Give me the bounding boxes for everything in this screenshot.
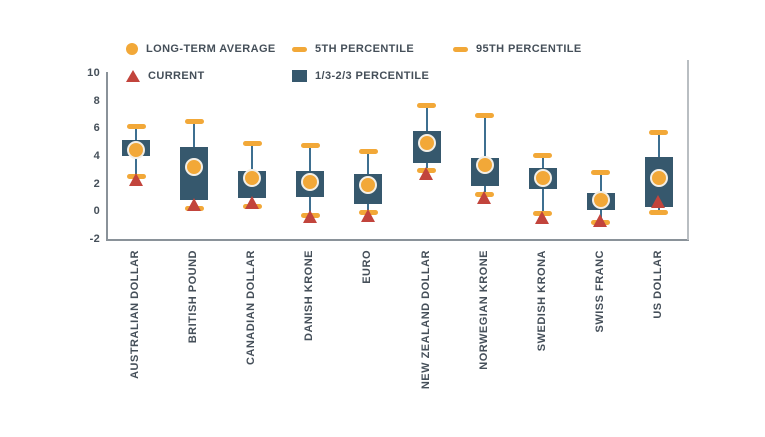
p95-dash <box>242 140 262 146</box>
p95-dash <box>533 153 553 159</box>
average-dot <box>591 190 610 209</box>
current-triangle <box>651 194 666 208</box>
category-label: AUSTRALIAN DOLLAR <box>129 250 142 379</box>
average-dot <box>475 156 494 175</box>
5th-percentile-icon <box>292 46 307 52</box>
legend-label: 95TH PERCENTILE <box>476 43 582 55</box>
whisker-line <box>483 115 486 195</box>
legend-item-third-percentile-band: 1/3-2/3 PERCENTILE <box>292 69 429 83</box>
legend-item-95th-percentile: 95TH PERCENTILE <box>453 42 582 56</box>
y-axis-line <box>106 72 108 240</box>
95th-percentile-icon <box>453 46 468 52</box>
category-label: BRITISH POUND <box>187 250 200 344</box>
current-triangle <box>593 214 608 228</box>
y-tick-label: -2 <box>89 233 100 245</box>
p95-dash <box>358 148 378 154</box>
current-triangle <box>302 209 317 223</box>
current-triangle <box>360 208 375 222</box>
y-tick-label: 2 <box>93 177 100 190</box>
y-tick-label: 0 <box>93 205 100 218</box>
current-icon <box>126 70 140 82</box>
p95-dash <box>649 129 669 135</box>
y-tick-label: 10 <box>87 67 100 79</box>
p95-dash <box>300 143 320 149</box>
category-label: NORWEGIAN KRONE <box>477 250 490 370</box>
category-label: SWISS FRANC <box>593 250 606 333</box>
p95-dash <box>475 113 495 118</box>
average-dot <box>301 172 320 191</box>
p5-dash <box>649 209 669 215</box>
category-label: DANISH KRONE <box>303 250 316 341</box>
legend-item-5th-percentile: 5TH PERCENTILE <box>292 42 414 56</box>
x-axis-line <box>106 239 689 241</box>
category-label: CANADIAN DOLLAR <box>245 250 258 366</box>
y-tick-label: 8 <box>93 94 100 107</box>
y-tick-label: 4 <box>93 150 100 162</box>
legend-item-long-term-average: LONG-TERM AVERAGE <box>126 42 276 56</box>
average-dot <box>417 134 436 153</box>
category-label: SWEDISH KRONA <box>535 250 548 352</box>
category-label: NEW ZEALAND DOLLAR <box>419 250 432 390</box>
average-dot <box>185 157 204 176</box>
current-triangle <box>128 172 143 186</box>
percentile-band-icon <box>292 70 307 82</box>
p95-dash <box>184 118 204 124</box>
p95-dash <box>417 103 437 109</box>
current-triangle <box>419 167 434 181</box>
current-triangle <box>477 190 492 204</box>
current-triangle <box>186 197 201 211</box>
average-dot <box>533 168 552 187</box>
y-tick-label: 6 <box>93 122 100 135</box>
long-term-average-icon <box>126 43 138 55</box>
category-label: EURO <box>361 250 374 284</box>
average-dot <box>649 168 668 187</box>
legend-item-current: CURRENT <box>126 69 205 83</box>
category-label: US DOLLAR <box>651 250 664 319</box>
average-dot <box>243 168 262 187</box>
p95-dash <box>126 124 146 130</box>
average-dot <box>359 175 378 194</box>
current-triangle <box>535 211 550 225</box>
legend-label: CURRENT <box>148 70 205 82</box>
legend-label: 5TH PERCENTILE <box>315 43 415 55</box>
current-triangle <box>244 196 259 210</box>
plot-right-border <box>687 60 689 240</box>
average-dot <box>127 141 146 160</box>
p95-dash <box>591 169 611 175</box>
legend-label: LONG-TERM AVERAGE <box>146 43 276 55</box>
legend-label: 1/3-2/3 PERCENTILE <box>315 70 430 82</box>
